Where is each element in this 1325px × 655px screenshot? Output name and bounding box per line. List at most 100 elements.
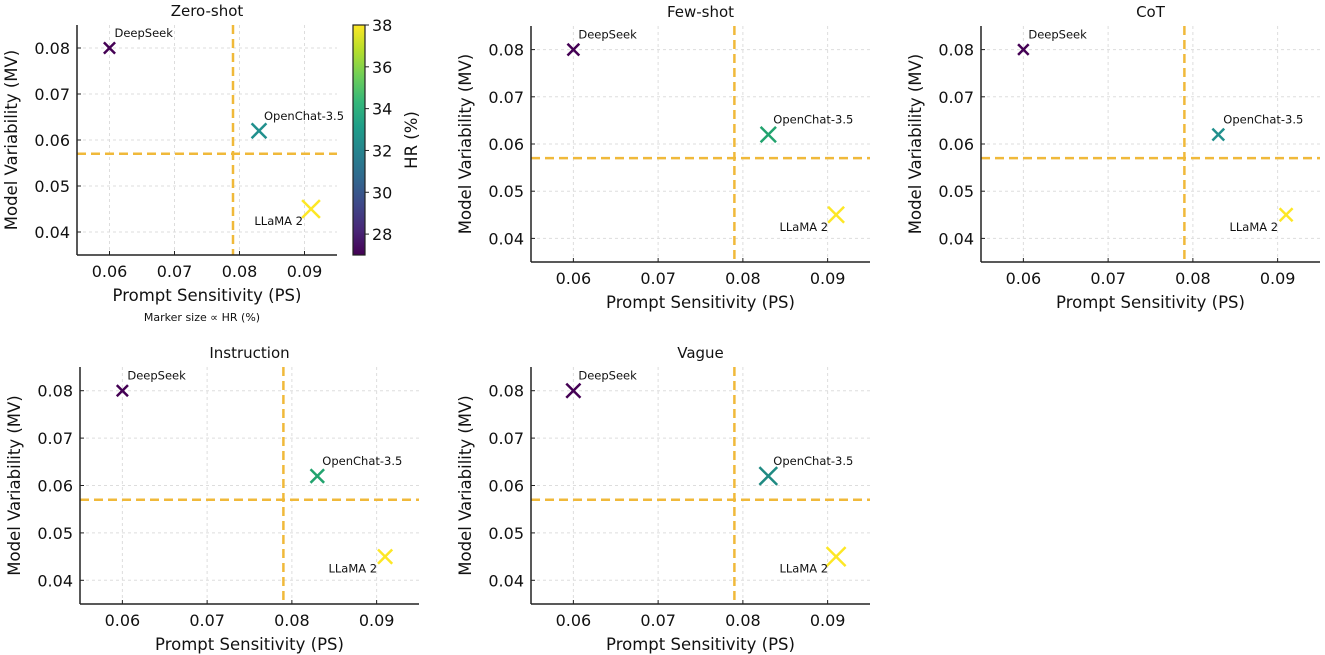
panel-title: CoT — [1136, 3, 1166, 21]
point-label: DeepSeek — [115, 26, 174, 40]
y-tick-label: 0.07 — [488, 88, 524, 107]
y-tick-label: 0.08 — [488, 41, 524, 60]
y-tick-label: 0.08 — [488, 382, 524, 401]
panel-title: Zero-shot — [171, 2, 244, 20]
data-point-deepseek: DeepSeek — [1017, 28, 1087, 56]
data-point-openchat-3-5: OpenChat-3.5 — [758, 454, 853, 486]
x-tick-label: 0.09 — [287, 262, 323, 281]
x-marker-stroke — [301, 199, 321, 219]
colorbar-tick-label: 36 — [372, 58, 392, 77]
panel-instruction: 0.06 0.07 0.08 0.09 0.04 0.05 0.06 0.07 0.08 Deep… — [5, 344, 419, 654]
point-label: LLaMA 2 — [328, 562, 377, 576]
y-tick-label: 0.07 — [488, 429, 524, 448]
x-marker-stroke — [377, 548, 394, 565]
data-point-deepseek: DeepSeek — [115, 369, 186, 398]
y-tick-label: 0.05 — [488, 182, 524, 201]
y-tick-label: 0.04 — [488, 229, 524, 248]
point-label: DeepSeek — [578, 369, 637, 383]
y-tick-label: 0.08 — [938, 41, 974, 60]
data-point-llama-2: LLaMA 2 — [254, 199, 321, 228]
x-marker-stroke — [309, 468, 325, 484]
panel-zero-shot: 0.06 0.07 0.08 0.09 0.04 0.05 0.06 0.07 0.08 Deep… — [2, 2, 421, 324]
x-tick-label: 0.06 — [105, 611, 141, 630]
y-axis-label: Model Variability (MV) — [2, 50, 21, 231]
x-marker-stroke — [1278, 207, 1294, 223]
y-tick-label: 0.08 — [34, 39, 70, 58]
colorbar-tick-label: 30 — [372, 183, 392, 202]
data-point-llama-2: LLaMA 2 — [779, 205, 845, 234]
colorbar-tick-label: 34 — [372, 100, 392, 119]
data-point-deepseek: DeepSeek — [103, 26, 174, 55]
y-tick-label: 0.06 — [37, 477, 73, 496]
point-label: OpenChat-3.5 — [773, 454, 853, 468]
y-axis-label: Model Variability (MV) — [906, 54, 925, 235]
y-tick-label: 0.07 — [938, 88, 974, 107]
panel-title: Instruction — [209, 344, 289, 362]
data-point-openchat-3-5: OpenChat-3.5 — [250, 109, 344, 140]
colorbar-tick-label: 32 — [372, 141, 392, 160]
x-axis-label: Prompt Sensitivity (PS) — [113, 286, 302, 305]
x-tick-label: 0.07 — [157, 262, 193, 281]
y-tick-label: 0.04 — [488, 571, 524, 590]
x-marker-stroke — [250, 122, 268, 140]
x-tick-label: 0.09 — [810, 269, 846, 288]
y-tick-label: 0.07 — [37, 429, 73, 448]
colorbar-label: HR (%) — [402, 111, 421, 169]
y-tick-label: 0.04 — [34, 223, 70, 242]
data-point-deepseek: DeepSeek — [566, 28, 637, 57]
panel-title: Vague — [677, 344, 724, 362]
point-label: OpenChat-3.5 — [322, 454, 402, 468]
x-marker-stroke — [115, 384, 129, 398]
x-tick-label: 0.08 — [274, 611, 310, 630]
x-tick-label: 0.07 — [1090, 269, 1126, 288]
point-label: DeepSeek — [578, 28, 637, 42]
x-marker-stroke — [565, 382, 582, 399]
panel-vague: 0.06 0.07 0.08 0.09 0.04 0.05 0.06 0.07 0.08 Deep… — [456, 344, 870, 654]
y-tick-label: 0.05 — [37, 524, 73, 543]
y-tick-label: 0.04 — [37, 571, 73, 590]
data-point-llama-2: LLaMA 2 — [328, 548, 394, 576]
data-point-openchat-3-5: OpenChat-3.5 — [1211, 113, 1303, 142]
x-tick-label: 0.08 — [1175, 269, 1211, 288]
point-label: LLaMA 2 — [779, 562, 828, 576]
point-label: DeepSeek — [127, 369, 186, 383]
y-tick-label: 0.05 — [938, 182, 974, 201]
x-tick-label: 0.07 — [640, 611, 676, 630]
y-axis-label: Model Variability (MV) — [5, 395, 24, 576]
x-marker-stroke — [758, 466, 779, 486]
x-tick-label: 0.06 — [1006, 269, 1042, 288]
marker-size-note: Marker size ∝ HR (%) — [144, 311, 260, 324]
panel-few-shot: 0.06 0.07 0.08 0.09 0.04 0.05 0.06 0.07 0.08 Deep… — [456, 3, 870, 312]
x-marker-stroke — [825, 546, 847, 567]
x-tick-label: 0.06 — [556, 269, 592, 288]
point-label: OpenChat-3.5 — [1223, 113, 1303, 127]
x-marker-stroke — [759, 125, 777, 144]
x-axis-label: Prompt Sensitivity (PS) — [155, 635, 344, 654]
colorbar-tick-label: 38 — [372, 16, 392, 35]
data-point-openchat-3-5: OpenChat-3.5 — [759, 113, 853, 144]
point-label: OpenChat-3.5 — [773, 113, 853, 127]
x-tick-label: 0.08 — [725, 611, 761, 630]
y-tick-label: 0.06 — [488, 477, 524, 496]
x-marker-stroke — [566, 42, 581, 57]
y-tick-label: 0.06 — [488, 135, 524, 154]
x-tick-label: 0.07 — [189, 611, 225, 630]
colorbar-tick-label: 28 — [372, 225, 392, 244]
x-tick-label: 0.09 — [1260, 269, 1296, 288]
x-axis-label: Prompt Sensitivity (PS) — [606, 293, 795, 312]
x-marker-stroke — [827, 205, 845, 224]
y-tick-label: 0.06 — [938, 135, 974, 154]
x-axis-label: Prompt Sensitivity (PS) — [1056, 293, 1245, 312]
data-point-openchat-3-5: OpenChat-3.5 — [309, 454, 402, 484]
x-tick-label: 0.07 — [640, 269, 676, 288]
y-tick-label: 0.05 — [34, 177, 70, 196]
x-axis-label: Prompt Sensitivity (PS) — [606, 635, 795, 654]
y-tick-label: 0.06 — [34, 131, 70, 150]
y-tick-label: 0.05 — [488, 524, 524, 543]
point-label: DeepSeek — [1028, 28, 1087, 42]
x-tick-label: 0.09 — [810, 611, 846, 630]
point-label: LLaMA 2 — [779, 220, 828, 234]
y-axis-label: Model Variability (MV) — [456, 395, 475, 576]
point-label: OpenChat-3.5 — [264, 109, 344, 123]
